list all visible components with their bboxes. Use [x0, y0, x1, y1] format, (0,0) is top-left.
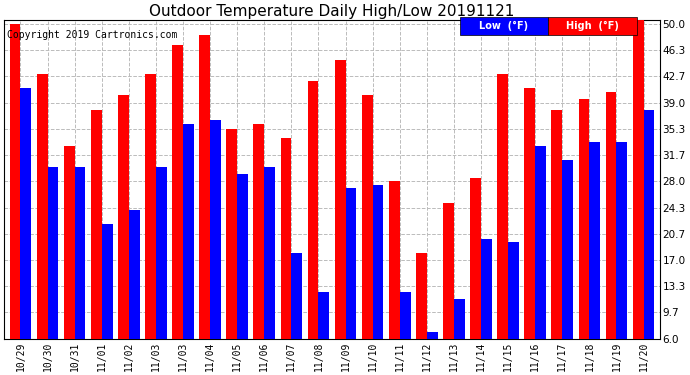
- Bar: [172, 45, 183, 375]
- Bar: [319, 292, 329, 375]
- Bar: [264, 167, 275, 375]
- Bar: [226, 129, 237, 375]
- Bar: [535, 146, 546, 375]
- Bar: [48, 167, 59, 375]
- Bar: [508, 242, 519, 375]
- Text: Copyright 2019 Cartronics.com: Copyright 2019 Cartronics.com: [8, 30, 178, 40]
- Title: Outdoor Temperature Daily High/Low 20191121: Outdoor Temperature Daily High/Low 20191…: [149, 4, 515, 19]
- Text: Low  (°F): Low (°F): [479, 21, 529, 31]
- Bar: [91, 110, 101, 375]
- Bar: [101, 224, 112, 375]
- FancyBboxPatch shape: [460, 17, 549, 34]
- Bar: [237, 174, 248, 375]
- Bar: [10, 24, 21, 375]
- Bar: [389, 181, 400, 375]
- Bar: [199, 34, 210, 375]
- Text: High  (°F): High (°F): [566, 21, 619, 31]
- Bar: [497, 74, 508, 375]
- Bar: [427, 332, 437, 375]
- Bar: [183, 124, 194, 375]
- Bar: [454, 299, 465, 375]
- Bar: [63, 146, 75, 375]
- Bar: [210, 120, 221, 375]
- Bar: [335, 60, 346, 375]
- Bar: [75, 167, 86, 375]
- Bar: [291, 253, 302, 375]
- Bar: [470, 178, 481, 375]
- Bar: [281, 138, 291, 375]
- Bar: [416, 253, 427, 375]
- Bar: [606, 92, 616, 375]
- Bar: [524, 88, 535, 375]
- Bar: [443, 203, 454, 375]
- Bar: [346, 189, 356, 375]
- Bar: [616, 142, 627, 375]
- Bar: [145, 74, 156, 375]
- FancyBboxPatch shape: [549, 17, 637, 34]
- Bar: [37, 74, 48, 375]
- Bar: [589, 142, 600, 375]
- Bar: [308, 81, 319, 375]
- Bar: [551, 110, 562, 375]
- Bar: [633, 20, 644, 375]
- Bar: [156, 167, 167, 375]
- Bar: [644, 110, 654, 375]
- Bar: [129, 210, 139, 375]
- Bar: [118, 96, 129, 375]
- Bar: [21, 88, 31, 375]
- Bar: [373, 185, 384, 375]
- Bar: [578, 99, 589, 375]
- Bar: [400, 292, 411, 375]
- Bar: [362, 96, 373, 375]
- Bar: [481, 238, 492, 375]
- Bar: [562, 160, 573, 375]
- Bar: [253, 124, 264, 375]
